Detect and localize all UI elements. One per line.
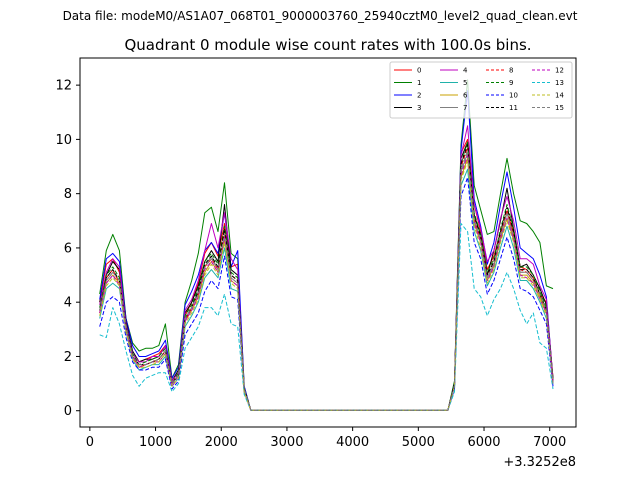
series-line-6 [99,157,554,411]
legend-box [389,61,573,119]
x-tick-label: 1000 [139,435,172,450]
legend-label-6: 6 [463,92,468,100]
x-tick-label: 6000 [467,435,500,450]
x-tick-label: 2000 [205,435,238,450]
y-tick-label: 12 [55,79,72,94]
plot-frame [79,57,577,428]
x-tick-label: 4000 [336,435,369,450]
series-line-5 [99,168,554,411]
legend-label-12: 12 [555,67,564,75]
series-line-13 [99,223,554,411]
chart-title: Quadrant 0 module wise count rates with … [124,36,531,54]
series-line-8 [99,147,554,411]
legend-label-4: 4 [463,67,468,75]
x-tick-label: 7000 [533,435,566,450]
x-tick-label: 3000 [270,435,303,450]
legend-label-11: 11 [509,104,518,112]
chart-suptitle: Data file: modeM0/AS1A07_068T01_90000037… [63,9,578,23]
series-line-10 [99,176,554,411]
series-line-4 [99,125,554,411]
legend-label-1: 1 [417,79,421,87]
legend-label-3: 3 [417,104,421,112]
series-line-14 [99,160,554,411]
x-tick-label: 5000 [402,435,435,450]
legend-label-10: 10 [509,92,518,100]
legend-label-2: 2 [417,92,421,100]
legend-label-14: 14 [555,92,564,100]
legend-label-9: 9 [509,79,513,87]
series-line-12 [99,155,554,411]
legend-label-7: 7 [463,104,467,112]
y-tick-label: 0 [64,404,72,419]
x-tick-label: 0 [86,435,94,450]
legend-label-13: 13 [555,79,564,87]
series-line-1 [99,79,554,411]
y-tick-label: 10 [55,133,72,148]
x-axis-ticks: 0 1000 2000 3000 4000 5000 6000 7000 [86,427,566,450]
legend-label-8: 8 [509,67,513,75]
y-tick-label: 2 [64,350,72,365]
legend-label-5: 5 [463,79,467,87]
y-tick-label: 4 [64,296,72,311]
legend-label-0: 0 [417,67,421,75]
plot-lines [99,79,554,411]
legend-label-15: 15 [555,104,564,112]
series-line-15 [99,149,554,411]
x-offset-label: +3.3252e8 [503,455,576,470]
y-tick-label: 8 [64,187,72,202]
series-line-11 [99,144,554,411]
y-tick-label: 6 [64,241,72,256]
y-axis-ticks: 0 2 4 6 8 10 12 [55,79,80,419]
